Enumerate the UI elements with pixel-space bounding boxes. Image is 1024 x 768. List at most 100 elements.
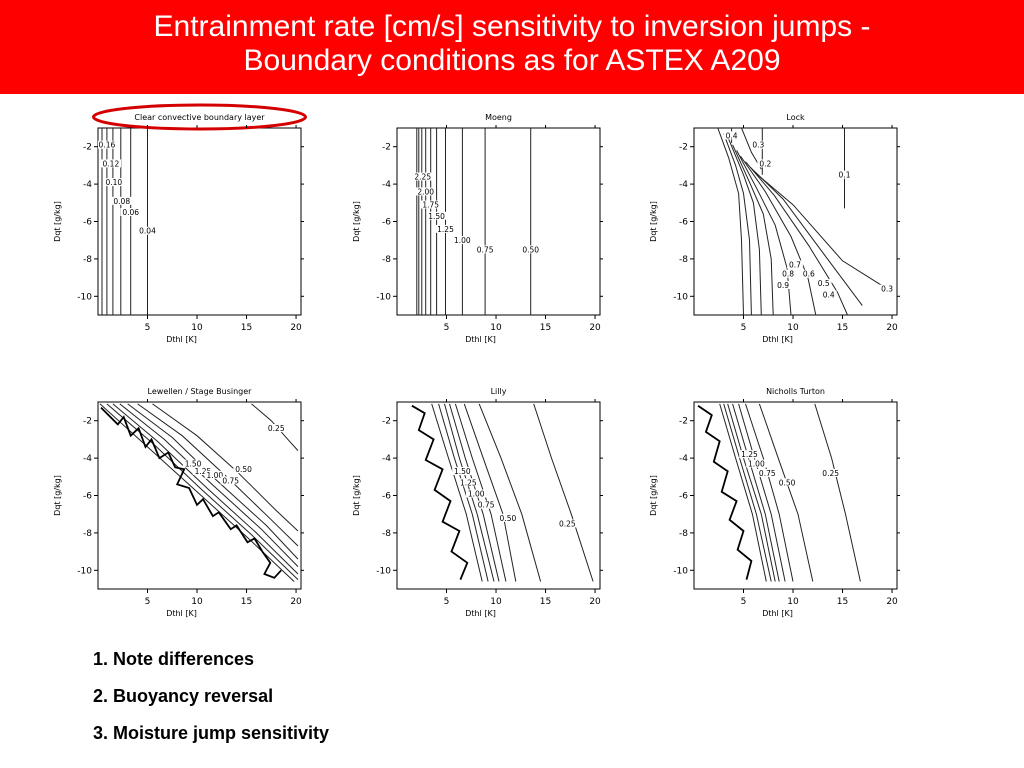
contour-label-bg bbox=[520, 245, 541, 254]
contour-charts: Clear convective boundary layer 5 10 15 20 -2… bbox=[53, 103, 900, 618]
contour-label-bg bbox=[98, 140, 118, 149]
y-tick-label: -2 bbox=[679, 417, 688, 427]
contour-line bbox=[740, 155, 817, 315]
contour-label-bg bbox=[192, 467, 214, 476]
plot-area: 1.50 1.25 1.00 0.75 0.50 0.25 bbox=[411, 403, 594, 582]
contour-label: 0.06 bbox=[122, 208, 139, 217]
x-axis-label: Dthl [K] bbox=[166, 609, 197, 618]
contour-line bbox=[112, 403, 299, 575]
y-tick-label: -4 bbox=[382, 454, 391, 464]
y-tick-label: -10 bbox=[673, 292, 688, 302]
chart-title: Lewellen / Stage Businger bbox=[148, 387, 253, 396]
contour-label-bg bbox=[557, 519, 578, 528]
x-tick-label: 20 bbox=[290, 323, 302, 333]
plot-area: 2.25 2.00 1.75 1.50 1.251.00 0.75 0.50 bbox=[412, 128, 541, 315]
y-tick-label: -6 bbox=[679, 492, 688, 502]
x-tick-label: 10 bbox=[490, 597, 502, 607]
x-axis-label: Dthl [K] bbox=[762, 335, 793, 344]
contour-label: 0.04 bbox=[139, 227, 156, 236]
contour-label: 2.25 bbox=[414, 172, 431, 181]
y-tick-label: -8 bbox=[679, 529, 688, 539]
contour-label: 0.50 bbox=[235, 465, 252, 474]
x-tick-label: 10 bbox=[191, 323, 203, 333]
note-2: 2. Buoyancy reversal bbox=[93, 686, 274, 706]
contour-label: 0.25 bbox=[559, 519, 576, 528]
note-3: 3. Moisture jump sensitivity bbox=[93, 723, 330, 743]
x-axis-label: Dthl [K] bbox=[465, 335, 496, 344]
contour-label-bg bbox=[815, 279, 832, 288]
contour-label: 0.50 bbox=[522, 245, 539, 254]
y-axis-label: Dqt [g/kg] bbox=[352, 201, 361, 242]
contour-line bbox=[732, 144, 774, 315]
contour-label: 0.1 bbox=[839, 171, 851, 180]
contour-label-bg bbox=[746, 459, 767, 468]
contour-label-bg bbox=[800, 269, 817, 278]
y-tick-label: -6 bbox=[382, 218, 391, 228]
contour-label: 1.25 bbox=[195, 467, 212, 476]
y-axis-label: Dqt [g/kg] bbox=[649, 475, 658, 516]
y-tick-label: -2 bbox=[679, 143, 688, 153]
y-tick-label: -8 bbox=[382, 255, 391, 265]
contour-line bbox=[727, 403, 776, 582]
contour-label: 1.00 bbox=[468, 490, 485, 499]
plot-area: 0.16 0.12 0.10 0.08 0.06 0.04 bbox=[98, 128, 158, 315]
slide-title-line2: Boundary conditions as for ASTEX A209 bbox=[243, 44, 781, 77]
y-axis-label: Dqt [g/kg] bbox=[649, 201, 658, 242]
contour-line bbox=[478, 403, 542, 582]
contour-label: 0.50 bbox=[500, 514, 517, 523]
plot-area: 1.251.000.750.50 0.25 bbox=[697, 403, 861, 582]
contour-label-bg bbox=[780, 269, 796, 278]
x-tick-label: 20 bbox=[886, 597, 898, 607]
x-tick-label: 5 bbox=[444, 323, 450, 333]
y-tick-label: -2 bbox=[83, 143, 92, 153]
contour-line bbox=[745, 403, 794, 582]
contour-label: 0.75 bbox=[759, 469, 776, 478]
contour-label-bg bbox=[458, 478, 479, 487]
contour-label-bg bbox=[420, 200, 441, 209]
contour-line bbox=[758, 403, 814, 582]
notes-list: 1. Note differences 2. Buoyancy reversal… bbox=[93, 648, 329, 759]
contour-label-bg bbox=[787, 260, 803, 269]
contour-line bbox=[750, 166, 863, 306]
x-tick-label: 15 bbox=[837, 597, 848, 607]
contour-label-bg bbox=[452, 236, 473, 245]
contour-label-bg bbox=[137, 226, 158, 235]
y-tick-label: -4 bbox=[679, 180, 688, 190]
y-tick-label: -4 bbox=[83, 454, 92, 464]
y-tick-label: -2 bbox=[83, 417, 92, 427]
chart-title: Nicholls Turton bbox=[766, 387, 825, 396]
plot-frame bbox=[693, 401, 898, 590]
y-tick-label: -10 bbox=[673, 566, 688, 576]
contour-label-bg bbox=[879, 284, 895, 293]
y-tick-label: -10 bbox=[77, 292, 92, 302]
contour-label-bg bbox=[103, 178, 125, 187]
contour-label-bg bbox=[100, 159, 122, 168]
contour-label-bg bbox=[739, 450, 760, 459]
contour-label-bg bbox=[426, 211, 447, 220]
plot-frame bbox=[97, 127, 302, 316]
contour-label-bg bbox=[757, 468, 778, 477]
x-tick-label: 20 bbox=[589, 597, 601, 607]
y-axis-label: Dqt [g/kg] bbox=[53, 475, 62, 516]
contour-label: 0.50 bbox=[779, 478, 796, 487]
chart-panel-4: Lewellen / Stage Businger 5 10 15 20 -2 -4 -6 -8… bbox=[53, 387, 304, 618]
x-tick-label: 15 bbox=[837, 323, 848, 333]
y-tick-label: -10 bbox=[376, 292, 391, 302]
contour-label: 0.75 bbox=[222, 476, 239, 485]
y-tick-label: -6 bbox=[679, 218, 688, 228]
note-1: 1. Note differences bbox=[93, 649, 255, 669]
contour-label: 1.00 bbox=[206, 471, 223, 480]
contour-label: 1.50 bbox=[185, 460, 202, 469]
contour-label: 1.00 bbox=[748, 460, 765, 469]
x-tick-label: 15 bbox=[241, 597, 252, 607]
contour-label-bg bbox=[820, 468, 841, 477]
contour-label: 0.16 bbox=[99, 141, 116, 150]
y-axis-label: Dqt [g/kg] bbox=[352, 475, 361, 516]
contour-label: 1.25 bbox=[460, 478, 477, 487]
contour-label-bg bbox=[723, 131, 740, 140]
contour-label: 2.00 bbox=[417, 187, 434, 196]
contour-label-bg bbox=[775, 280, 792, 289]
y-tick-label: -4 bbox=[382, 180, 391, 190]
slide-title-line1: Entrainment rate [cm/s] sensitivity to i… bbox=[153, 10, 871, 43]
contour-label: 1.50 bbox=[454, 467, 471, 476]
